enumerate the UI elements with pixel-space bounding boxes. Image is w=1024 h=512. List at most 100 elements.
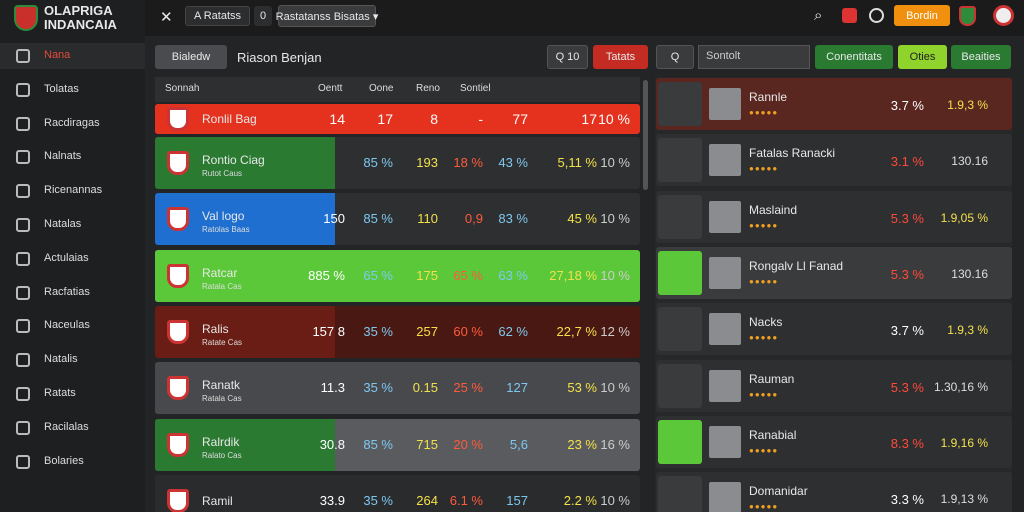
stat-cell: 22,7 % xyxy=(556,323,597,339)
stat-cell: 5,6 xyxy=(509,436,528,452)
stat-cell: 10 % xyxy=(598,111,630,127)
column-header[interactable]: Oentt xyxy=(318,83,343,94)
player-form: ●●●●● xyxy=(749,333,779,343)
stat-cell: 6.1 % xyxy=(449,492,483,508)
nav-icon xyxy=(16,218,30,232)
nav-item[interactable]: Nana xyxy=(44,49,71,61)
stat-cell: 885 % xyxy=(308,267,345,283)
nav-item[interactable]: Ratats xyxy=(44,387,76,399)
player-badge xyxy=(658,363,702,408)
team-name[interactable]: Ranatk xyxy=(202,378,241,393)
player-odds: 5.3 % xyxy=(890,379,924,395)
action-button[interactable]: Tatats xyxy=(593,45,648,69)
avatar[interactable] xyxy=(993,5,1014,26)
player-odds: 3.7 % xyxy=(890,98,924,113)
stat-cell: 33.9 xyxy=(319,492,345,508)
nav-item[interactable]: Racdiragas xyxy=(44,116,100,129)
stat-cell: 18 % xyxy=(453,155,483,170)
nav-item[interactable]: Nalnats xyxy=(44,150,82,163)
nav-item[interactable]: Natalis xyxy=(44,353,78,366)
player-photo xyxy=(709,482,741,512)
player-odds: 5.3 % xyxy=(890,210,924,226)
nav-icon xyxy=(16,150,30,165)
nav-icon xyxy=(16,454,30,469)
filter-button[interactable]: Oties xyxy=(898,45,947,69)
nav-item[interactable]: Ricenannas xyxy=(44,184,103,197)
nav-icon xyxy=(16,184,30,199)
nav-item[interactable]: Actulaias xyxy=(44,251,89,264)
scrollbar[interactable] xyxy=(643,80,648,190)
nav-item[interactable]: Racfatias xyxy=(44,285,90,298)
player-form: ●●●●● xyxy=(749,389,779,399)
team-name[interactable]: Ralrdik xyxy=(202,434,240,449)
team-name[interactable]: Val logo xyxy=(202,209,245,224)
filter-button[interactable]: Bialedw xyxy=(155,45,227,69)
player-name[interactable]: Rongalv Ll Fanad xyxy=(749,258,844,273)
player-name[interactable]: Domanidar xyxy=(749,484,808,499)
player-odds: 8.3 % xyxy=(890,435,924,451)
stat-cell: 35 % xyxy=(363,323,393,339)
nav-item[interactable]: Tolatas xyxy=(44,82,79,95)
icon[interactable] xyxy=(869,8,884,23)
column-header[interactable]: Oone xyxy=(369,83,394,94)
team-name[interactable]: Ralis xyxy=(202,321,229,336)
team-name[interactable]: Rontio Ciag xyxy=(202,153,265,167)
team-name[interactable]: Ronlil Bag xyxy=(202,112,257,126)
filter-button[interactable]: Beaities xyxy=(951,45,1011,69)
nav-item[interactable]: Naceulas xyxy=(44,319,90,332)
player-name[interactable]: Rannle xyxy=(749,90,788,104)
player-value: 1.9,16 % xyxy=(940,435,988,450)
player-badge xyxy=(658,476,702,512)
player-name[interactable]: Rauman xyxy=(749,371,795,386)
action-button[interactable]: Bordin xyxy=(894,5,950,26)
player-name[interactable]: Fatalas Ranacki xyxy=(749,146,836,161)
nav-icon xyxy=(16,353,30,368)
player-name[interactable]: Ranabial xyxy=(749,427,797,442)
stat-cell: 12 % xyxy=(600,323,630,339)
player-value: 1.9,3 % xyxy=(947,323,988,338)
stat-cell: 85 % xyxy=(363,211,393,227)
search-button[interactable]: Q xyxy=(656,45,694,69)
stat-cell: 77 xyxy=(512,111,528,127)
team-name[interactable]: Ratcar xyxy=(202,265,238,280)
search-icon[interactable]: ⌕ xyxy=(814,7,823,24)
section-title: Riason Benjan xyxy=(237,50,322,65)
column-header[interactable]: Sontiel xyxy=(460,83,491,94)
tab[interactable]: 0 xyxy=(254,6,272,26)
stat-cell: 193 xyxy=(416,155,438,170)
player-form: ●●●●● xyxy=(749,220,779,230)
stat-cell: 157 xyxy=(506,492,528,508)
icon[interactable] xyxy=(842,8,857,23)
stat-cell: 715 xyxy=(416,436,438,452)
stat-cell: 30.8 xyxy=(319,436,345,452)
player-form: ●●●●● xyxy=(749,502,779,512)
nav-item[interactable]: Bolaries xyxy=(44,454,84,467)
tab[interactable]: A Ratatss xyxy=(185,6,250,26)
column-header[interactable]: Reno xyxy=(416,83,440,94)
stat-cell: 85 % xyxy=(363,155,393,170)
stat-cell: 11.3 xyxy=(320,380,345,396)
nav-active[interactable] xyxy=(0,43,145,69)
stat-cell: - xyxy=(478,111,483,127)
search-input[interactable] xyxy=(698,45,810,69)
filter-button[interactable]: Conentitats xyxy=(815,45,893,69)
close-icon[interactable]: ✕ xyxy=(160,9,173,26)
player-name[interactable]: Nacks xyxy=(749,315,783,330)
team-crest xyxy=(167,107,189,131)
stat-cell: 10 % xyxy=(600,492,630,508)
stat-cell: 175 xyxy=(416,267,438,283)
stat-cell: 62 % xyxy=(498,323,528,339)
team-crest xyxy=(167,488,189,512)
stat-cell: 10 % xyxy=(600,267,630,283)
player-photo xyxy=(709,425,741,458)
column-header[interactable]: Sonnah xyxy=(165,83,200,94)
nav-icon xyxy=(16,387,30,401)
badge-icon[interactable] xyxy=(959,6,976,26)
nav-item[interactable]: Racilalas xyxy=(44,420,89,433)
search-button[interactable]: Q 10 xyxy=(547,45,588,69)
nav-item[interactable]: Natalas xyxy=(44,218,82,230)
tab-dropdown[interactable]: Rastatanss Bisatas ▾ xyxy=(276,5,378,27)
player-name[interactable]: Maslaind xyxy=(749,202,798,217)
team-name[interactable]: Ramil xyxy=(202,493,233,508)
